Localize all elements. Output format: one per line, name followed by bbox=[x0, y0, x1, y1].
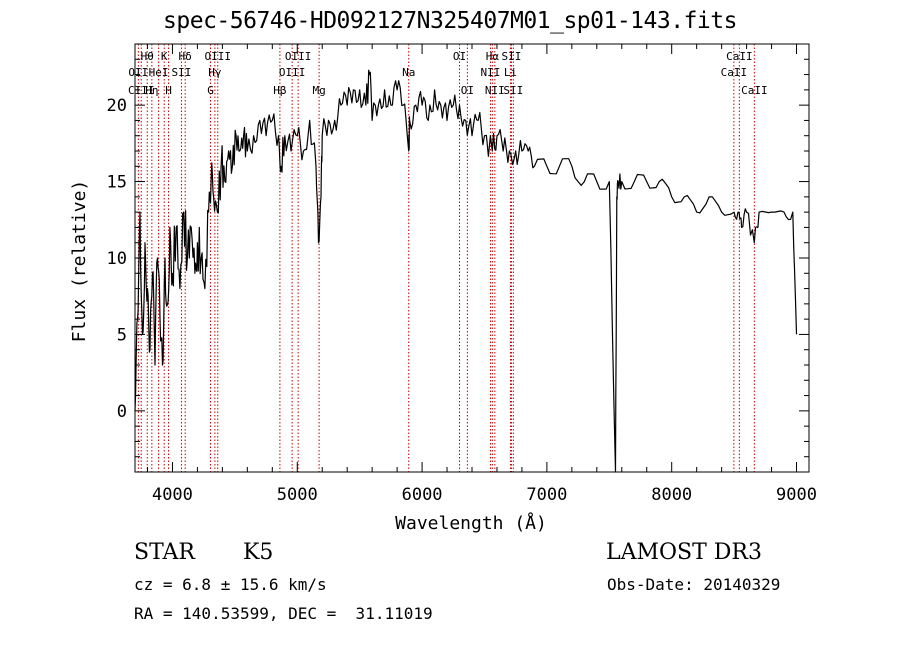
spectral-line-label-8: Hδ bbox=[179, 50, 192, 63]
spectral-line-label-20: Hα bbox=[486, 50, 500, 63]
spectral-line-label-16: Na bbox=[402, 66, 415, 79]
redshift-velocity: cz = 6.8 ± 15.6 km/s bbox=[134, 575, 327, 594]
x-tick-label-4: 8000 bbox=[651, 485, 692, 505]
plot-frame bbox=[134, 43, 810, 473]
spectral-line-label-27: CaII bbox=[741, 84, 768, 97]
x-tick-label-1: 5000 bbox=[277, 485, 318, 505]
coordinates: RA = 140.53599, DEC = 31.11019 bbox=[134, 604, 433, 623]
spectral-line-label-17: OI bbox=[453, 50, 466, 63]
spectral-lines-layer bbox=[137, 44, 755, 472]
x-axis-label: Wavelength (Å) bbox=[395, 512, 547, 534]
spectral-line-label-4: HeI bbox=[149, 66, 169, 79]
series-layer bbox=[134, 69, 798, 473]
spectral-line-label-18: OI bbox=[461, 84, 474, 97]
spectral-line-label-22: Li bbox=[504, 66, 517, 79]
spectral-line-label-5: K bbox=[161, 50, 168, 63]
y-tick-label-3: 15 bbox=[107, 173, 127, 193]
x-tick-label-3: 7000 bbox=[526, 485, 567, 505]
x-tick-label-2: 6000 bbox=[402, 485, 443, 505]
spectral-line-label-25: CaII bbox=[721, 66, 748, 79]
spectral-line-label-12: Hβ bbox=[273, 84, 287, 97]
spectral-line-label-19: NII bbox=[481, 66, 501, 79]
tick-labels: 4000 5000 6000 7000 8000 9000 0 5 10 15 20 bbox=[107, 96, 817, 505]
y-tick-label-1: 5 bbox=[117, 325, 127, 345]
spectral-line-label-0: OII bbox=[128, 66, 148, 79]
object-class: STAR bbox=[134, 540, 195, 565]
chart-title: spec-56746-HD092127N325407M01_sp01-143.f… bbox=[163, 8, 737, 34]
y-tick-label-0: 0 bbox=[117, 402, 127, 422]
y-tick-label-4: 20 bbox=[107, 96, 127, 116]
spectral-line-label-21: NII bbox=[485, 84, 505, 97]
spectral-line-label-23: SII bbox=[502, 50, 522, 63]
spectral-line-label-15: Mg bbox=[312, 84, 325, 97]
survey-name: LAMOST DR3 bbox=[606, 540, 762, 565]
spectral-line-label-26: CaII bbox=[726, 50, 753, 63]
spectral-line-label-24: SII bbox=[503, 84, 523, 97]
x-tick-label-0: 4000 bbox=[152, 485, 193, 505]
spectral-line-label-11: OIII bbox=[205, 50, 232, 63]
x-tick-label-5: 9000 bbox=[776, 485, 817, 505]
spectral-line-label-3: Hη bbox=[145, 84, 158, 97]
spectral-line-label-14: OIII bbox=[285, 50, 312, 63]
object-subclass: K5 bbox=[243, 540, 274, 565]
spectral-line-label-13: OIII bbox=[279, 66, 306, 79]
spectral-line-label-6: H bbox=[165, 84, 172, 97]
spectral-line-label-2: Hθ bbox=[141, 50, 154, 63]
spectral-line-label-7: SII bbox=[171, 66, 191, 79]
axes bbox=[134, 43, 810, 473]
observation-date: Obs-Date: 20140329 bbox=[607, 575, 781, 594]
spectral-line-labels: OIICIIIHθHηHeIKHSIIHδGHγOIIIHβOIIIOIIIMg… bbox=[128, 50, 768, 97]
y-tick-label-2: 10 bbox=[107, 249, 127, 269]
spectral-line-label-9: G bbox=[207, 84, 214, 97]
spectral-line-label-10: Hγ bbox=[208, 66, 222, 79]
series-line-0 bbox=[134, 69, 798, 473]
y-axis-label: Flux (relative) bbox=[69, 180, 90, 343]
